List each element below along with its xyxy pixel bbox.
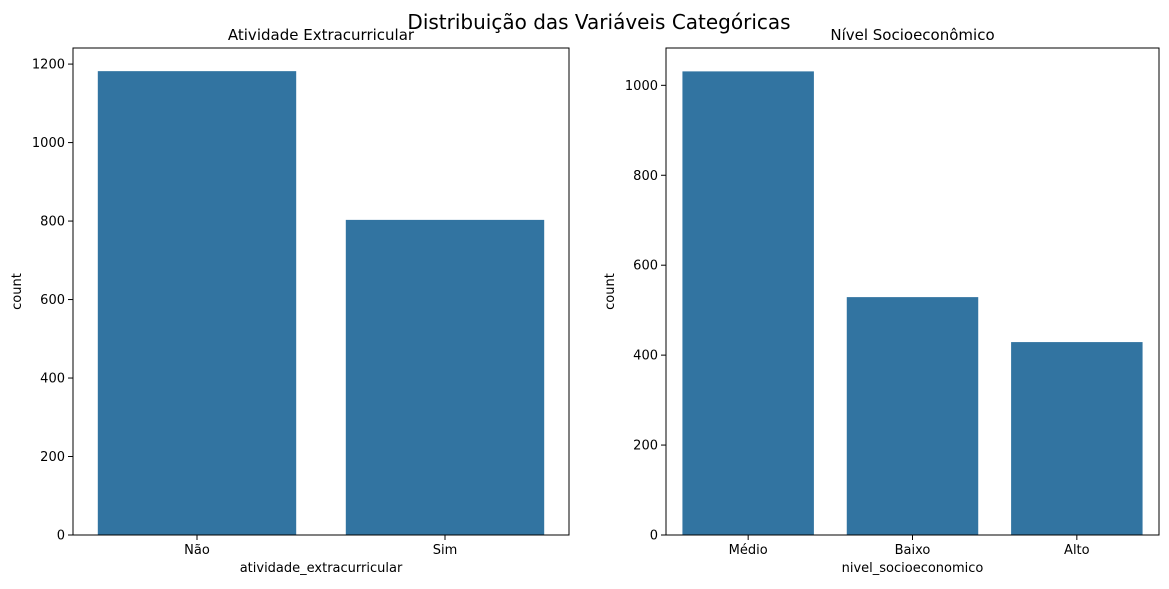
left-chart-frame xyxy=(72,47,570,536)
left-chart-bar xyxy=(345,219,545,535)
right-chart: 0 200 400 600 800 1000 Médio Baixo Alto Nível S… xyxy=(603,26,1160,576)
left-chart: 0 200 400 600 800 1000 1200 Não Sim Atividade E… xyxy=(10,26,570,576)
left-chart-y-tick-label: 800 xyxy=(40,215,65,230)
left-chart-bar xyxy=(97,71,297,535)
left-chart-y-tick-label: 200 xyxy=(40,450,65,465)
right-chart-y-tick-label: 1000 xyxy=(625,79,658,94)
right-chart-y-ticks: 0 200 400 600 800 1000 xyxy=(625,79,666,544)
left-chart-bars xyxy=(97,71,545,535)
left-chart-x-tick-label: Não xyxy=(184,543,210,558)
left-chart-y-tick-label: 1000 xyxy=(32,136,65,151)
right-chart-bar xyxy=(1011,342,1143,535)
right-chart-y-tick-label: 800 xyxy=(633,169,658,184)
right-chart-bars xyxy=(682,71,1143,536)
right-chart-y-axis-label: count xyxy=(603,273,618,310)
left-chart-x-tick-label: Sim xyxy=(433,543,458,558)
left-chart-x-axis-label: atividade_extracurricular xyxy=(240,561,403,576)
left-chart-y-axis-label: count xyxy=(10,273,25,310)
left-chart-y-tick-label: 1200 xyxy=(32,58,65,73)
right-chart-y-tick-label: 200 xyxy=(633,439,658,454)
right-chart-x-ticks: Médio Baixo Alto xyxy=(729,535,1090,558)
left-chart-y-tick-label: 0 xyxy=(57,529,65,544)
left-chart-y-tick-label: 600 xyxy=(40,293,65,308)
right-chart-x-tick-label: Médio xyxy=(729,543,768,558)
left-chart-title: Atividade Extracurricular xyxy=(228,26,415,44)
right-chart-bar xyxy=(682,71,814,536)
right-chart-frame xyxy=(665,47,1160,536)
right-chart-x-tick-label: Baixo xyxy=(895,543,931,558)
right-chart-y-tick-label: 600 xyxy=(633,259,658,274)
right-chart-y-tick-label: 0 xyxy=(650,529,658,544)
right-chart-y-tick-label: 400 xyxy=(633,349,658,364)
right-chart-x-tick-label: Alto xyxy=(1064,543,1090,558)
figure-suptitle: Distribuição das Variáveis Categóricas xyxy=(407,10,790,34)
right-chart-x-axis-label: nivel_socioeconomico xyxy=(842,561,984,576)
left-chart-y-tick-label: 400 xyxy=(40,372,65,387)
right-chart-title: Nível Socioeconômico xyxy=(830,26,994,44)
left-chart-y-ticks: 0 200 400 600 800 1000 1200 xyxy=(32,58,73,544)
left-chart-x-ticks: Não Sim xyxy=(184,535,457,558)
right-chart-bar xyxy=(846,297,979,535)
